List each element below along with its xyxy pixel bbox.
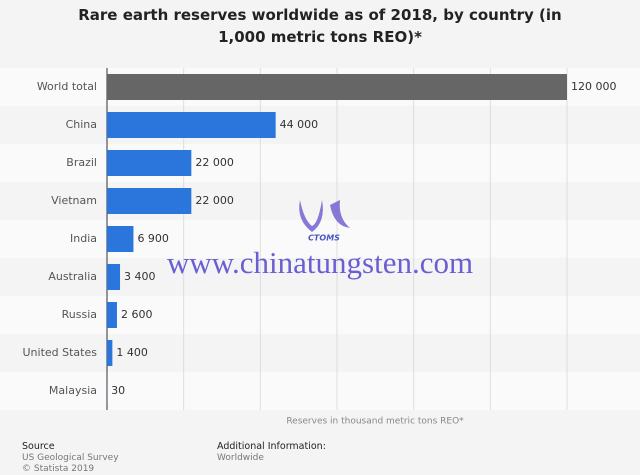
source-block: Source US Geological Survey © Statista 2… bbox=[22, 441, 119, 475]
bar bbox=[107, 150, 192, 176]
y-tick-label: Russia bbox=[62, 308, 97, 321]
bar bbox=[107, 226, 134, 252]
info: Worldwide bbox=[217, 453, 264, 463]
value-label: 22 000 bbox=[195, 194, 234, 207]
info-block: Additional Information: Worldwide bbox=[217, 441, 326, 464]
bar bbox=[107, 264, 121, 290]
bar bbox=[107, 302, 117, 328]
value-label: 2 600 bbox=[121, 308, 153, 321]
bar bbox=[107, 112, 276, 138]
value-label: 120 000 bbox=[571, 80, 617, 93]
value-label: 44 000 bbox=[280, 118, 319, 131]
watermark: www.chinatungsten.com bbox=[167, 245, 473, 280]
source-heading: Source bbox=[22, 441, 55, 452]
source: US Geological Survey bbox=[22, 453, 119, 463]
y-tick-label: Vietnam bbox=[51, 194, 97, 207]
watermark-logo-text: CTOMS bbox=[308, 234, 340, 243]
value-label: 22 000 bbox=[195, 156, 234, 169]
y-tick-label: India bbox=[70, 232, 97, 245]
y-tick-label: World total bbox=[37, 80, 97, 93]
value-label: 3 400 bbox=[124, 270, 155, 283]
bar bbox=[107, 188, 192, 214]
y-tick-label: United States bbox=[23, 346, 98, 359]
info-heading: Additional Information: bbox=[217, 441, 326, 452]
value-label: 1 400 bbox=[116, 346, 148, 359]
value-label: 30 bbox=[111, 384, 125, 397]
value-label: 6 900 bbox=[137, 232, 169, 245]
y-tick-label: Brazil bbox=[66, 156, 97, 169]
bar bbox=[107, 340, 113, 366]
y-tick-label: China bbox=[66, 118, 97, 131]
x-axis-label: Reserves in thousand metric tons REO* bbox=[286, 417, 464, 427]
chart-title: Rare earth reserves worldwide as of 2018… bbox=[78, 6, 562, 46]
y-tick-label: Australia bbox=[48, 270, 97, 283]
copyright: © Statista 2019 bbox=[22, 464, 95, 474]
bar bbox=[107, 74, 567, 100]
watermark-logo bbox=[299, 200, 350, 232]
y-tick-label: Malaysia bbox=[49, 384, 97, 397]
